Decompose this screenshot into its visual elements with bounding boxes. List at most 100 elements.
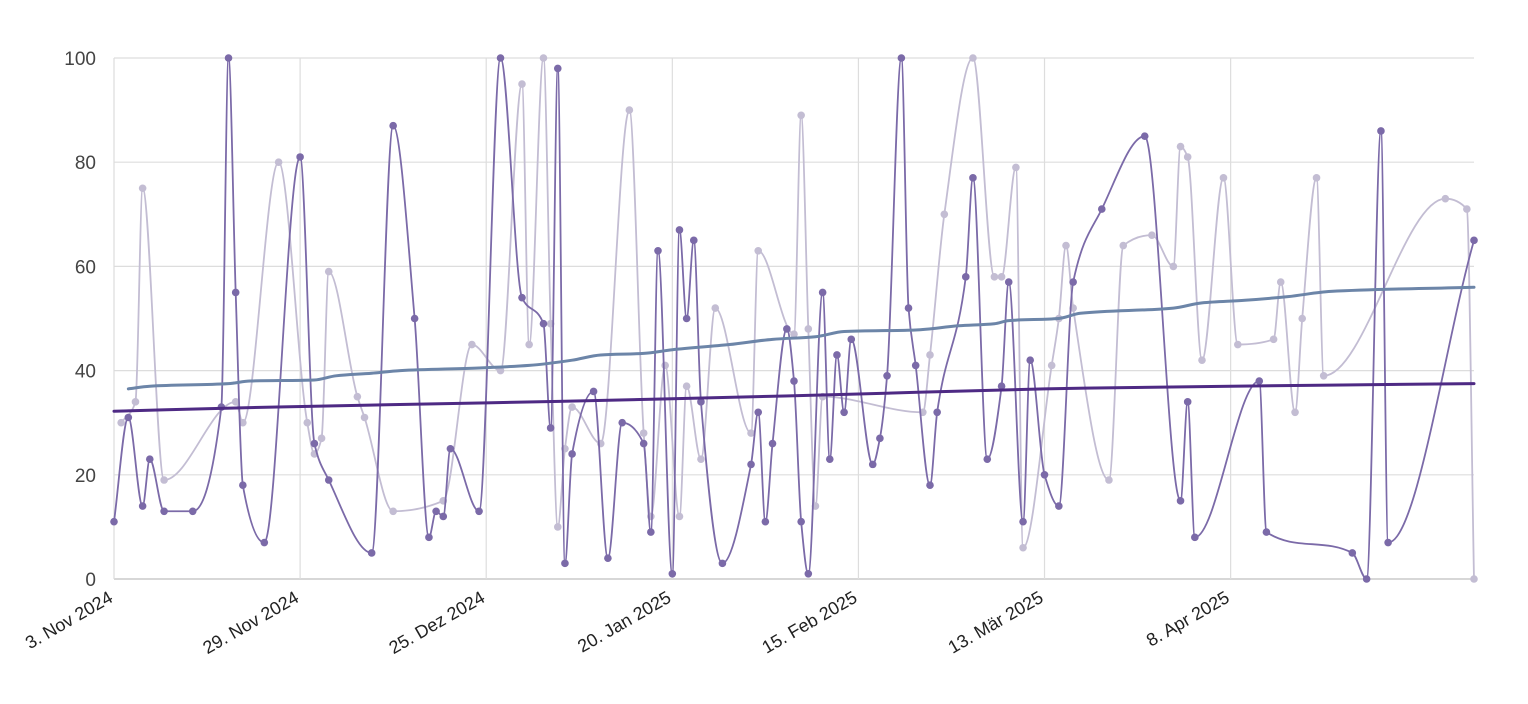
- data-point: [604, 554, 612, 562]
- chart-grid: [113, 57, 1474, 580]
- y-tick-label: 0: [85, 570, 96, 591]
- data-point: [1291, 408, 1299, 417]
- data-point: [747, 460, 755, 469]
- data-point: [754, 408, 763, 417]
- data-point: [668, 569, 677, 578]
- data-point: [833, 351, 841, 359]
- data-point: [911, 361, 920, 370]
- data-point: [761, 517, 770, 526]
- data-point: [224, 54, 233, 62]
- data-point: [124, 413, 133, 422]
- data-point: [410, 314, 419, 323]
- data-point: [1047, 361, 1056, 370]
- data-point: [389, 121, 397, 130]
- data-point: [876, 434, 884, 443]
- data-point: [367, 549, 376, 557]
- data-point: [883, 372, 891, 380]
- data-point: [969, 174, 977, 182]
- data-point: [997, 273, 1006, 281]
- data-point: [783, 325, 791, 333]
- data-point: [754, 246, 763, 255]
- data-point: [926, 351, 934, 359]
- data-point: [1004, 278, 1013, 286]
- data-point: [546, 424, 555, 432]
- y-axis: 0 20 40 60 80 100: [64, 49, 96, 591]
- data-point: [160, 476, 168, 484]
- data-point: [138, 184, 147, 193]
- y-tick-label: 20: [75, 466, 96, 487]
- data-point: [682, 382, 691, 391]
- data-point: [1183, 398, 1192, 406]
- data-point: [697, 455, 705, 463]
- data-point: [940, 210, 949, 219]
- data-point: [475, 507, 483, 516]
- data-point: [1470, 236, 1478, 245]
- x-axis: 3. Nov 2024 29. Nov 2024 25. Dez 2024 20. J…: [22, 587, 1233, 658]
- data-point: [117, 418, 125, 427]
- data-point: [1362, 575, 1371, 583]
- data-point: [539, 319, 548, 328]
- data-point: [825, 455, 834, 463]
- data-point: [969, 54, 977, 62]
- x-tick-label: 13. Mär 2025: [945, 587, 1047, 657]
- series-line: [112, 382, 1476, 413]
- x-tick-label: 20. Jan 2025: [574, 587, 674, 656]
- data-point: [432, 507, 440, 516]
- data-point: [711, 304, 720, 312]
- data-point: [639, 429, 648, 437]
- data-point: [1348, 549, 1357, 557]
- data-point: [231, 398, 240, 406]
- data-point: [425, 533, 433, 542]
- data-point: [518, 80, 526, 88]
- data-point: [360, 413, 369, 422]
- data-point: [188, 507, 197, 516]
- data-point: [239, 481, 247, 490]
- y-tick-label: 40: [75, 362, 96, 383]
- data-point: [389, 507, 397, 516]
- data-point: [1069, 278, 1077, 286]
- data-point: [1269, 335, 1278, 344]
- data-point: [675, 226, 684, 234]
- data-point: [310, 439, 319, 448]
- data-point: [145, 455, 154, 463]
- data-point: [1019, 517, 1027, 526]
- data-point: [1183, 153, 1192, 161]
- data-point: [1012, 163, 1020, 172]
- data-point: [1463, 205, 1471, 213]
- data-point: [675, 512, 684, 521]
- series-4: [112, 382, 1476, 413]
- data-point: [961, 273, 970, 281]
- data-point: [682, 314, 691, 323]
- data-point: [1176, 142, 1185, 151]
- data-point: [1119, 241, 1128, 250]
- data-point: [1377, 127, 1385, 135]
- data-point: [561, 559, 569, 568]
- data-point: [1055, 502, 1063, 510]
- data-point: [539, 54, 548, 62]
- data-point: [110, 517, 118, 526]
- data-point: [1262, 528, 1271, 536]
- data-point: [1441, 194, 1450, 203]
- data-point: [654, 246, 662, 255]
- data-point: [353, 392, 362, 401]
- data-point: [1219, 174, 1228, 182]
- data-point: [697, 398, 705, 406]
- data-point: [868, 460, 877, 469]
- data-point: [518, 293, 526, 302]
- series-line: [113, 57, 1475, 580]
- data-point: [1233, 340, 1242, 349]
- data-point: [1105, 476, 1113, 484]
- data-point: [897, 54, 906, 62]
- data-point: [317, 434, 326, 443]
- data-point: [131, 398, 140, 406]
- data-point: [439, 512, 448, 521]
- data-point: [990, 273, 999, 281]
- data-point: [804, 325, 813, 333]
- data-point: [446, 444, 455, 453]
- data-point: [933, 408, 941, 417]
- data-point: [997, 382, 1006, 391]
- data-point: [260, 538, 269, 547]
- data-point: [790, 330, 798, 338]
- data-point: [1312, 174, 1321, 182]
